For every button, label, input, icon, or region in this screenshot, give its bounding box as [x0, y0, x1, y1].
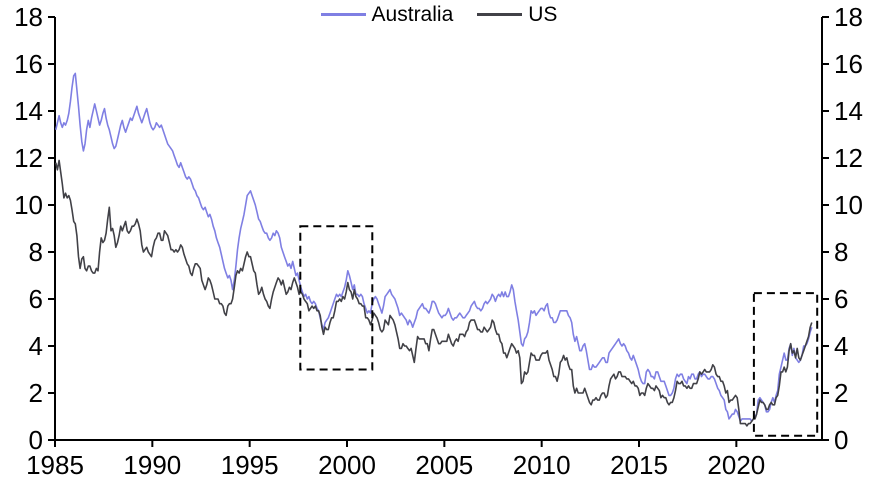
y-axis-label-right: 8 — [834, 237, 848, 267]
y-axis-label-left: 6 — [29, 284, 43, 314]
y-axis-label-left: 4 — [29, 331, 43, 361]
y-axis-label-left: 2 — [29, 378, 43, 408]
y-axis-label-right: 10 — [834, 190, 863, 220]
x-axis-label: 2020 — [707, 450, 765, 480]
y-axis-label-right: 6 — [834, 284, 848, 314]
x-axis-label: 1990 — [123, 450, 181, 480]
y-axis-label-right: 4 — [834, 331, 848, 361]
y-axis-label-right: 12 — [834, 143, 863, 173]
y-axis-label-left: 14 — [14, 96, 43, 126]
y-axis-label-left: 12 — [14, 143, 43, 173]
x-axis-label: 2005 — [415, 450, 473, 480]
highlight-dashed-box-2 — [752, 292, 819, 437]
y-axis-label-right: 16 — [834, 49, 863, 79]
y-axis-label-left: 8 — [29, 237, 43, 267]
x-axis-label: 1995 — [221, 450, 279, 480]
y-axis-label-left: 0 — [29, 425, 43, 455]
y-axis-label-right: 18 — [834, 2, 863, 32]
y-axis-label-right: 14 — [834, 96, 863, 126]
y-axis-label-left: 18 — [14, 2, 43, 32]
y-axis-label-right: 2 — [834, 378, 848, 408]
y-axis-label-right: 0 — [834, 425, 848, 455]
highlight-dashed-box-1 — [299, 225, 374, 371]
x-axis-label: 2000 — [318, 450, 376, 480]
x-axis-label: 2015 — [610, 450, 668, 480]
y-axis-label-left: 10 — [14, 190, 43, 220]
australia-series-line — [55, 72, 813, 423]
y-axis-label-left: 16 — [14, 49, 43, 79]
axis-frame — [54, 17, 823, 441]
us-series-line — [55, 159, 813, 427]
x-axis-label: 1985 — [26, 450, 84, 480]
x-axis-label: 2010 — [513, 450, 571, 480]
